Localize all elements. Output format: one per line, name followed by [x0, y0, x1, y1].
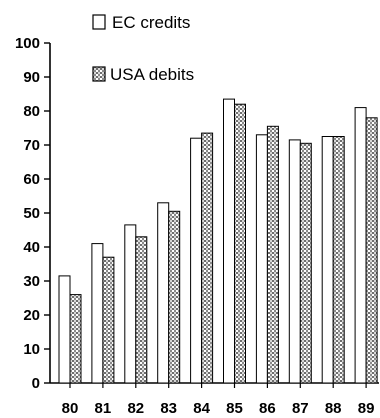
bar-ec-credits-84	[190, 137, 203, 384]
y-tick-label: 0	[32, 375, 40, 392]
bar-group	[58, 98, 378, 384]
y-tick-label: 80	[23, 103, 40, 120]
bar-usa-debits-83	[168, 210, 181, 384]
bar-usa-debits-82	[135, 236, 148, 384]
x-tick-label: 83	[160, 400, 177, 417]
y-tick-label: 40	[23, 239, 40, 256]
bar-ec-credits-86	[255, 134, 268, 384]
x-tick-label: 88	[325, 400, 342, 417]
y-tick-label: 60	[23, 171, 40, 188]
legend: EC credits USA debits	[92, 13, 194, 84]
bar-usa-debits-84	[201, 132, 214, 384]
y-tick-label: 50	[23, 205, 40, 222]
bar-usa-debits-89	[365, 117, 378, 384]
x-tick-label: 87	[292, 400, 309, 417]
legend-swatch-ec-credits	[92, 14, 106, 30]
bar-usa-debits-81	[102, 256, 115, 384]
bar-ec-credits-87	[288, 139, 301, 384]
x-tick-label: 81	[95, 400, 112, 417]
y-tick-label: 90	[23, 69, 40, 86]
y-tick-label: 10	[23, 341, 40, 358]
x-tick-label: 86	[259, 400, 276, 417]
y-tick-label: 100	[15, 35, 40, 52]
x-tick-label: 80	[62, 400, 79, 417]
bar-usa-debits-86	[266, 125, 279, 384]
x-tick-label: 84	[193, 400, 210, 417]
legend-item-usa-debits: USA debits	[92, 65, 194, 84]
y-tick-label: 30	[23, 273, 40, 290]
bar-ec-credits-85	[223, 98, 235, 384]
y-tick-group: 0 10 20 30 40 50 60 70 80 90 100	[15, 35, 50, 392]
bar-ec-credits-88	[321, 136, 334, 384]
bar-ec-credits-89	[354, 107, 367, 384]
bar-usa-debits-88	[332, 136, 345, 384]
x-tick-group: 80 81 82 83 84 85 86 87 88 89	[62, 383, 375, 417]
bar-usa-debits-87	[299, 142, 312, 384]
legend-label-ec-credits: EC credits	[112, 13, 190, 32]
y-tick-label: 70	[23, 137, 40, 154]
bar-ec-credits-80	[58, 275, 71, 384]
x-tick-label: 89	[358, 400, 375, 417]
x-tick-label: 82	[127, 400, 144, 417]
bar-usa-debits-80	[69, 294, 82, 384]
legend-swatch-usa-debits	[92, 66, 106, 82]
bar-ec-credits-81	[91, 243, 104, 384]
bar-usa-debits-85	[234, 103, 246, 384]
bar-ec-credits-82	[124, 224, 137, 384]
legend-item-ec-credits: EC credits	[92, 13, 190, 32]
legend-label-usa-debits: USA debits	[110, 65, 194, 84]
y-tick-label: 20	[23, 307, 40, 324]
bar-ec-credits-83	[157, 202, 170, 384]
x-tick-label: 85	[226, 400, 243, 417]
